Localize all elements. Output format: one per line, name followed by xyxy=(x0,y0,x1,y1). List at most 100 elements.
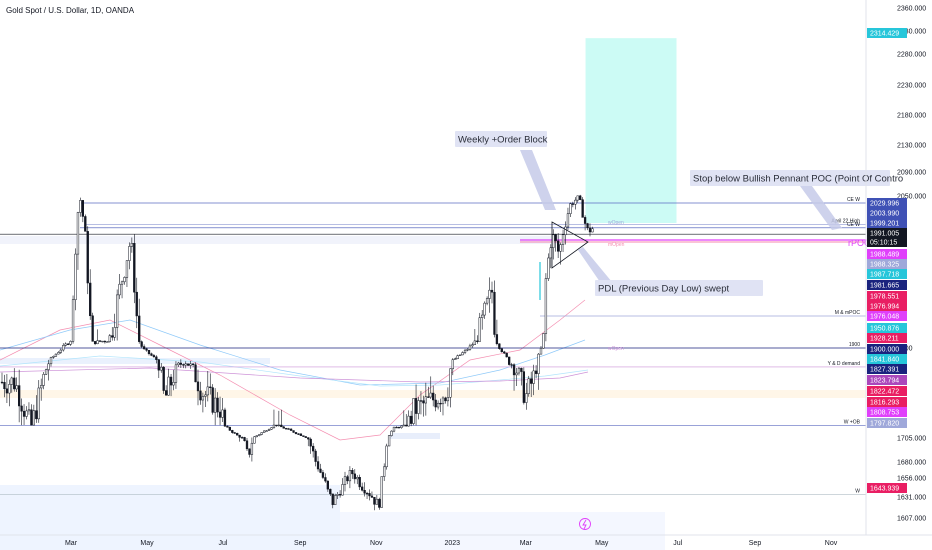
x-tick-0: Mar xyxy=(65,540,78,547)
candle-142 xyxy=(348,466,352,489)
price-badge-text: 2029.996 xyxy=(870,201,899,208)
lightning-icon xyxy=(579,518,591,530)
candle-body xyxy=(554,234,557,242)
candle-body xyxy=(495,334,499,345)
candle-body xyxy=(86,231,89,284)
candle-body xyxy=(52,356,55,358)
x-tick-10: Nov xyxy=(825,540,838,547)
callout-stop-below-arrow xyxy=(800,186,842,230)
candle-16 xyxy=(40,378,43,401)
candle-67 xyxy=(165,385,168,396)
price-scale-layer: 2360.000 2330.000 2280.000 2230.000 2180.000… xyxy=(865,0,926,535)
candle-body xyxy=(383,466,386,477)
candle-body xyxy=(101,340,104,343)
candle-body xyxy=(49,357,53,365)
price-badge-text: 1981.665 xyxy=(870,283,899,290)
candle-48 xyxy=(118,274,121,300)
candle-21 xyxy=(52,355,55,359)
candle-235 xyxy=(576,195,579,203)
price-badge-bg xyxy=(867,198,907,208)
candle-body xyxy=(120,281,124,285)
price-badge-21: 1808.753 xyxy=(867,407,907,417)
candle-body xyxy=(385,445,388,468)
candle-body xyxy=(324,477,327,482)
candle-body xyxy=(481,314,484,318)
price-badge-text: 1643.939 xyxy=(870,486,899,493)
candle-body xyxy=(466,349,469,351)
candle-body xyxy=(557,240,560,252)
candle-177 xyxy=(434,393,437,412)
candle-body xyxy=(407,415,410,427)
candle-body xyxy=(429,392,432,398)
price-badge-13: 1950.876 xyxy=(867,323,907,333)
candle-body xyxy=(307,437,310,440)
price-badge-20: 1816.293 xyxy=(867,397,907,407)
candle-20 xyxy=(49,356,53,367)
candle-47 xyxy=(116,289,119,341)
candle-41 xyxy=(101,340,104,343)
candle-body xyxy=(40,385,43,389)
callout-pdl-swept-arrow xyxy=(578,247,612,282)
candle-body xyxy=(169,376,173,386)
candle-111 xyxy=(272,409,276,429)
candle-217 xyxy=(532,364,535,396)
candle-115 xyxy=(282,426,285,429)
candle-body xyxy=(419,400,423,402)
candle-46 xyxy=(113,313,116,341)
candle-body xyxy=(57,352,60,355)
candle-26 xyxy=(64,342,67,347)
candle-180 xyxy=(441,396,445,416)
price-badge-text: 2003.990 xyxy=(870,211,899,218)
ma-curve-purple xyxy=(0,367,589,383)
candle-body xyxy=(245,440,249,450)
candle-body xyxy=(216,397,219,413)
candle-body xyxy=(8,384,11,394)
candle-body xyxy=(113,327,116,338)
candle-body xyxy=(451,359,454,370)
candle-88 xyxy=(216,392,219,418)
candle-69 xyxy=(169,373,173,397)
lightning-icon-bolt xyxy=(582,519,587,530)
level-label-8: W xyxy=(855,489,860,495)
candle-body xyxy=(459,354,462,356)
candle-body xyxy=(62,345,65,351)
candle-body xyxy=(199,390,202,401)
candle-body xyxy=(64,343,67,346)
candle-144 xyxy=(353,469,356,484)
candle-196 xyxy=(481,310,484,330)
candle-97 xyxy=(238,434,241,442)
level-label-6: Y & D demand xyxy=(828,361,861,367)
candle-32 xyxy=(79,197,82,217)
candle-body xyxy=(280,424,283,428)
candle-230 xyxy=(564,221,567,245)
candle-204 xyxy=(500,348,503,353)
candle-body xyxy=(591,228,594,233)
price-badge-text: 1999.201 xyxy=(870,221,899,228)
candle-body xyxy=(410,415,413,424)
candle-186 xyxy=(456,354,459,360)
candle-body xyxy=(583,217,587,224)
candle-body xyxy=(10,377,13,385)
candle-body xyxy=(187,363,190,366)
x-tick-2: Jul xyxy=(219,540,228,547)
candle-80 xyxy=(196,369,200,406)
price-badge-bg xyxy=(867,249,907,259)
level-label-1: April 22 High xyxy=(831,219,860,225)
candle-body xyxy=(341,484,344,496)
candle-219 xyxy=(537,352,540,390)
candle-194 xyxy=(476,335,479,344)
candle-body xyxy=(30,409,33,426)
candle-12 xyxy=(30,404,33,426)
candle-236 xyxy=(579,194,582,201)
candle-161 xyxy=(395,426,398,429)
candle-128 xyxy=(314,448,317,467)
candle-body xyxy=(221,409,224,418)
small-zone-left xyxy=(0,358,270,364)
candle-103 xyxy=(253,436,256,444)
candle-body xyxy=(81,200,84,217)
price-badge-text: 1822.472 xyxy=(870,389,899,396)
candle-body xyxy=(240,437,244,439)
candle-body xyxy=(512,364,516,376)
